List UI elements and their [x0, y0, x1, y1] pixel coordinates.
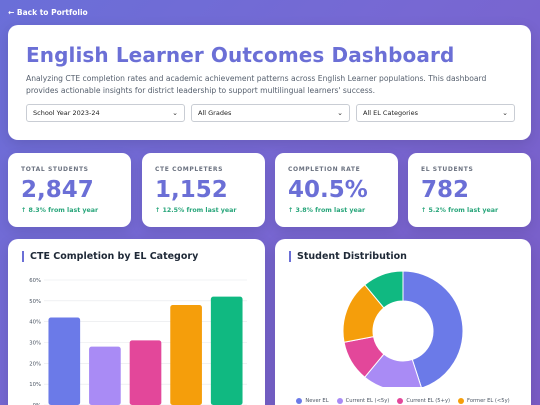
page-title: English Learner Outcomes Dashboard — [26, 43, 455, 67]
y-tick-label: 10% — [29, 382, 41, 388]
school-year-value: School Year 2023-24 — [33, 109, 100, 117]
legend-item[interactable]: Current EL (<5y) — [336, 396, 390, 405]
legend-label: Current EL (<5y) — [345, 398, 390, 404]
legend-item[interactable]: Current EL (5+y) — [397, 396, 450, 405]
stat-value: 782 — [421, 177, 470, 203]
legend-swatch — [336, 398, 343, 404]
legend-label: Current EL (5+y) — [406, 398, 451, 404]
legend-label: Never EL — [305, 398, 329, 404]
bar[interactable] — [89, 346, 121, 405]
distribution-donut-chart — [342, 270, 464, 387]
legend-swatch — [296, 398, 303, 404]
grades-value: All Grades — [198, 109, 232, 117]
stat-card-total-students: TOTAL STUDENTS 2,847 ↑ 8.3% from last ye… — [8, 153, 131, 227]
legend-swatch — [458, 398, 465, 404]
chevron-down-icon: ⌄ — [337, 109, 343, 117]
bar[interactable] — [48, 317, 81, 405]
legend-swatch — [397, 398, 404, 404]
pie-chart-title: Student Distribution — [289, 251, 517, 262]
chevron-down-icon: ⌄ — [172, 109, 178, 117]
bar-chart-panel: CTE Completion by EL Category 0% 10% 20% 30… — [8, 239, 265, 405]
y-tick-label: 50% — [29, 299, 41, 305]
donut-slice[interactable] — [364, 270, 404, 309]
stat-delta: ↑ 3.8% from last year — [288, 207, 366, 214]
grades-select[interactable]: All Grades ⌄ — [191, 104, 350, 122]
stats-row: TOTAL STUDENTS 2,847 ↑ 8.3% from last ye… — [8, 153, 531, 227]
stat-delta: ↑ 12.5% from last year — [155, 207, 237, 214]
y-tick-label: 0% — [33, 403, 41, 405]
filter-bar: School Year 2023-24 ⌄ All Grades ⌄ All E… — [26, 104, 515, 122]
el-category-select[interactable]: All EL Categories ⌄ — [356, 104, 515, 122]
page-subtitle: Analyzing CTE completion rates and acade… — [26, 74, 487, 95]
stat-delta: ↑ 8.3% from last year — [21, 207, 99, 214]
stat-card-el-students: EL STUDENTS 782 ↑ 5.2% from last year — [408, 153, 531, 227]
stat-value: 1,152 — [155, 177, 228, 203]
stat-label: TOTAL STUDENTS — [21, 166, 89, 173]
stat-label: EL STUDENTS — [421, 166, 474, 173]
chevron-down-icon: ⌄ — [502, 109, 508, 117]
stat-value: 2,847 — [21, 177, 94, 203]
stat-card-completion-rate: COMPLETION RATE 40.5% ↑ 3.8% from last y… — [275, 153, 398, 227]
y-tick-label: 30% — [29, 341, 41, 347]
bar[interactable] — [210, 296, 243, 405]
el-category-value: All EL Categories — [363, 109, 418, 117]
stat-card-cte-completers: CTE COMPLETERS 1,152 ↑ 12.5% from last y… — [142, 153, 265, 227]
pie-chart-panel: Student Distribution Never EL Current EL … — [275, 239, 531, 405]
bar-chart: 0%10%20%30%40%50%60%Never EL...ars)...ea… — [29, 278, 247, 405]
bar-chart-title: CTE Completion by EL Category — [22, 251, 251, 262]
back-to-portfolio-link[interactable]: ← Back to Portfolio — [8, 8, 88, 17]
stat-value: 40.5% — [288, 177, 368, 203]
y-tick-label: 20% — [29, 361, 41, 367]
chart-legend: Never EL Current EL (<5y) Current EL (5+y)… — [275, 396, 531, 405]
dashboard-header: English Learner Outcomes Dashboard Analy… — [8, 25, 531, 140]
y-tick-label: 40% — [29, 320, 41, 326]
school-year-select[interactable]: School Year 2023-24 ⌄ — [26, 104, 185, 122]
donut-slice[interactable] — [402, 270, 464, 387]
legend-label: Former EL (<5y) — [467, 398, 510, 404]
stat-label: CTE COMPLETERS — [155, 166, 224, 173]
y-tick-label: 60% — [29, 278, 41, 284]
bar[interactable] — [129, 340, 162, 405]
bar[interactable] — [170, 305, 202, 405]
legend-item[interactable]: Former EL (<5y) — [458, 396, 510, 405]
stat-label: COMPLETION RATE — [288, 166, 361, 173]
legend-item[interactable]: Never EL — [296, 396, 329, 405]
stat-delta: ↑ 5.2% from last year — [421, 207, 499, 214]
